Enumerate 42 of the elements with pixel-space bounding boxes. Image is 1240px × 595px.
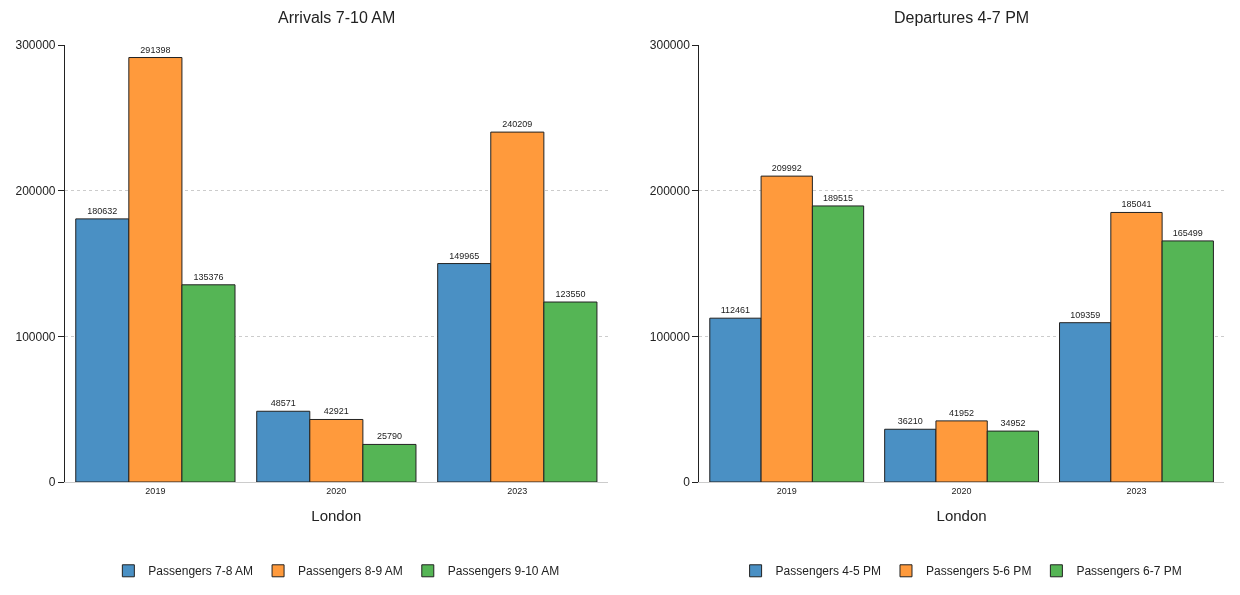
- x-axis-title: London: [936, 506, 987, 524]
- chart-title: Arrivals 7-10 AM: [278, 9, 396, 26]
- y-tick-label: 300000: [649, 38, 691, 53]
- data-label: 112461: [720, 305, 751, 316]
- data-label: 180632: [87, 205, 118, 216]
- legend-label: Passengers 7-8 AM: [148, 564, 254, 579]
- legend-label: Passengers 5-6 PM: [925, 564, 1032, 579]
- data-label: 109359: [1070, 309, 1101, 320]
- data-label: 42921: [323, 406, 349, 417]
- data-label: 165499: [1172, 227, 1203, 238]
- y-tick-label: 200000: [15, 183, 56, 198]
- legend-label: Passengers 8-9 AM: [298, 564, 403, 579]
- data-label: 123550: [555, 289, 586, 300]
- x-axis-title: London: [311, 506, 362, 524]
- data-label: 149965: [449, 250, 480, 261]
- y-tick-label: 0: [48, 475, 56, 490]
- y-tick-label: 100000: [649, 329, 691, 344]
- y-tick-label: 300000: [15, 38, 56, 53]
- data-label: 189515: [823, 192, 854, 203]
- data-label: 25790: [376, 431, 402, 442]
- data-label: 48571: [270, 398, 296, 409]
- data-label: 135376: [193, 271, 224, 282]
- data-label: 36210: [897, 416, 923, 427]
- x-tick-label: 2023: [507, 485, 528, 496]
- data-label: 41952: [949, 407, 975, 418]
- x-tick-label: 2020: [951, 485, 972, 496]
- x-tick-label: 2019: [145, 485, 166, 496]
- y-tick-label: 200000: [649, 183, 691, 198]
- data-label: 291398: [140, 44, 171, 55]
- x-tick-label: 2023: [1126, 485, 1147, 496]
- legend-label: Passengers 4-5 PM: [775, 564, 881, 579]
- legend-label: Passengers 6-7 PM: [1076, 564, 1182, 579]
- y-tick-label: 0: [683, 475, 691, 490]
- x-tick-label: 2019: [776, 485, 797, 496]
- data-label: 34952: [1000, 418, 1026, 429]
- legend-label: Passengers 9-10 AM: [447, 564, 560, 579]
- data-label: 185041: [1121, 199, 1152, 210]
- data-label: 209992: [771, 163, 802, 174]
- chart-title: Departures 4-7 PM: [894, 9, 1030, 26]
- x-tick-label: 2020: [326, 485, 347, 496]
- data-label: 240209: [502, 119, 533, 130]
- y-tick-label: 100000: [15, 329, 56, 344]
